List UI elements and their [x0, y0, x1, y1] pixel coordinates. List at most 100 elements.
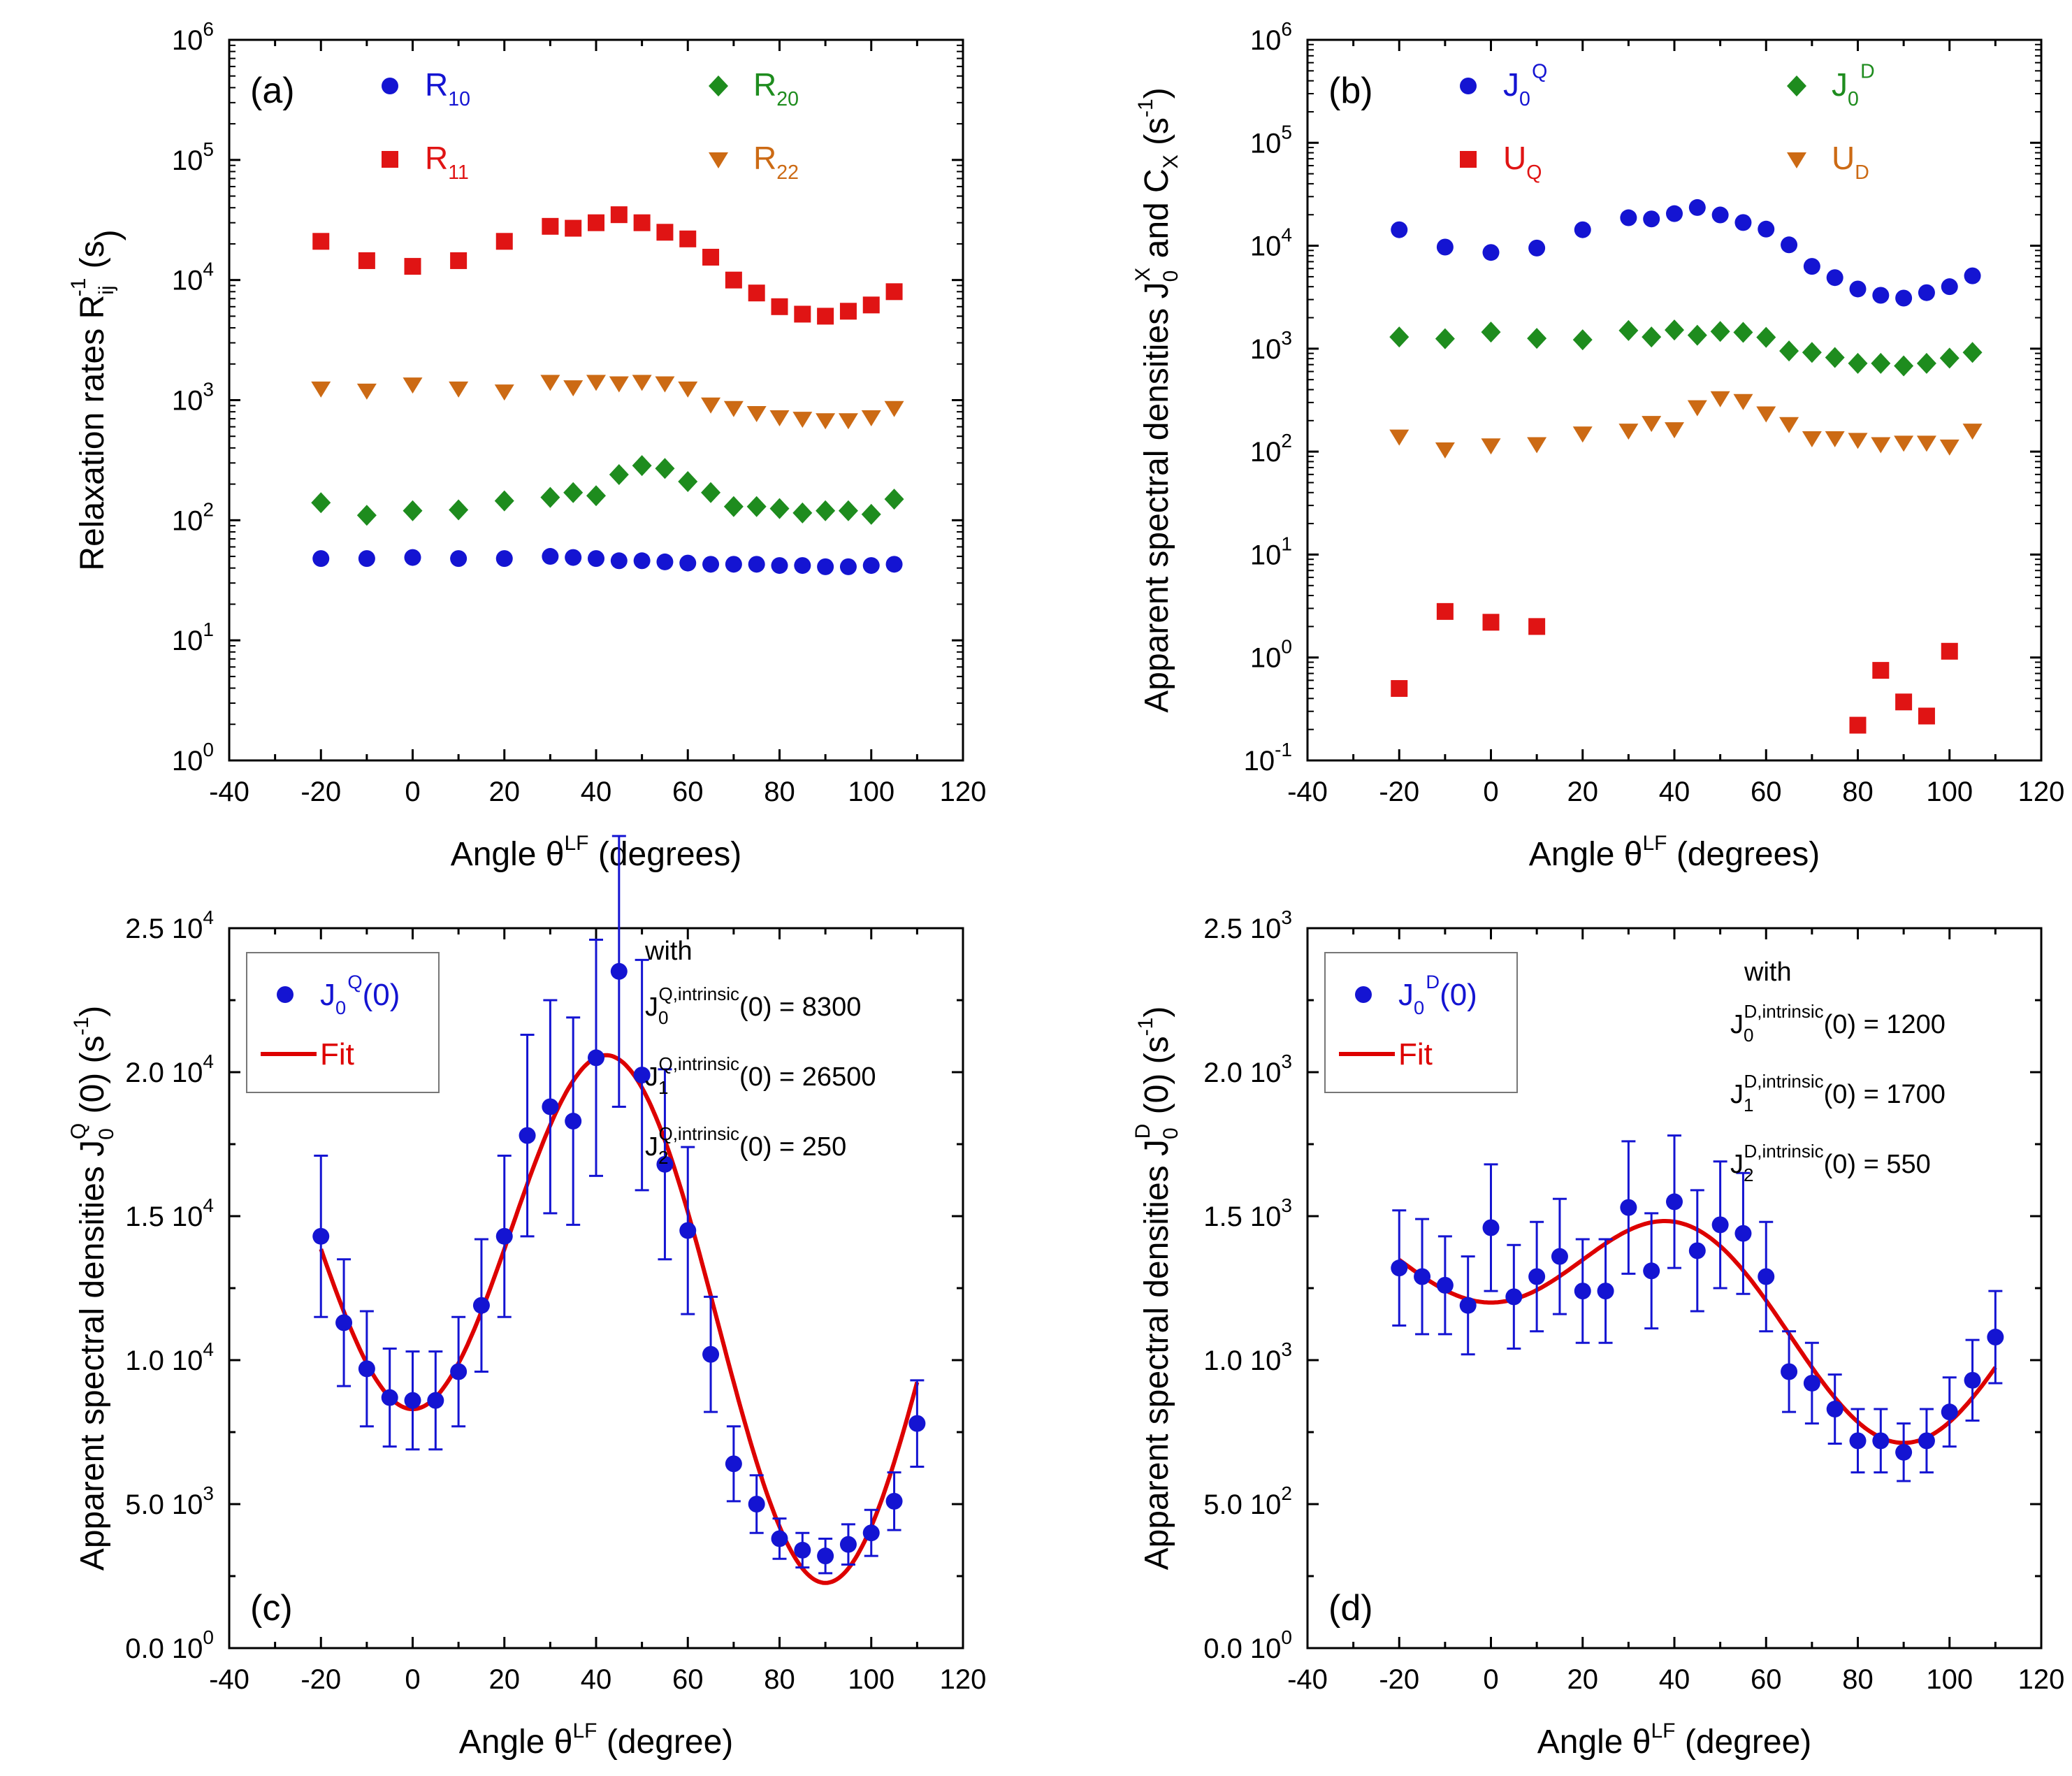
- x-tick-label: 60: [1751, 1664, 1782, 1695]
- data-point: [862, 1524, 880, 1542]
- data-point: [839, 1536, 857, 1553]
- data-point: [1918, 707, 1935, 725]
- data-point: [1688, 1242, 1706, 1259]
- series-1: [1391, 602, 1958, 734]
- data-point: [403, 377, 423, 394]
- x-tick-label: 100: [848, 1664, 894, 1695]
- y-tick-label: 2.0 103: [1203, 1051, 1292, 1088]
- data-point: [450, 1363, 468, 1380]
- data-point: [1825, 431, 1845, 447]
- data-point: [1666, 205, 1683, 222]
- data-point: [817, 1547, 834, 1565]
- legend-label: J0D(0): [1398, 971, 1477, 1018]
- data-point: [1527, 328, 1547, 349]
- data-point: [1756, 406, 1776, 423]
- legend: J0Q(0) Fit: [246, 952, 440, 1093]
- data-point: [723, 400, 744, 417]
- data-point: [1733, 322, 1753, 343]
- x-tick-label: 20: [1567, 777, 1599, 807]
- data-point: [1916, 435, 1936, 452]
- legend-label: R22: [753, 140, 799, 184]
- panel-label: (a): [250, 71, 295, 111]
- data-point: [1643, 210, 1660, 228]
- data-point: [746, 496, 767, 517]
- data-point: [1414, 1268, 1431, 1285]
- data-point: [427, 1392, 444, 1409]
- legend-marker: [1787, 75, 1806, 96]
- data-point: [1781, 1363, 1798, 1380]
- data-point: [885, 283, 903, 301]
- panel-label: (c): [250, 1588, 293, 1629]
- data-point: [656, 224, 674, 241]
- data-point: [1620, 1199, 1637, 1216]
- y-tick-label: 104: [1250, 224, 1292, 262]
- x-tick-label: 120: [940, 1664, 987, 1695]
- data-point: [588, 550, 604, 568]
- data-point: [586, 375, 606, 391]
- data-point: [1435, 328, 1455, 349]
- data-point: [358, 550, 375, 568]
- x-tick-label: 0: [1483, 777, 1498, 807]
- data-point: [771, 557, 788, 575]
- data-point: [1528, 239, 1546, 257]
- data-point: [1872, 1432, 1890, 1450]
- data-point: [725, 556, 742, 573]
- data-point: [884, 400, 904, 417]
- legend-marker: [1787, 152, 1806, 168]
- x-tick-label: 20: [489, 777, 521, 807]
- data-point: [1802, 431, 1822, 447]
- data-point: [1826, 1401, 1843, 1418]
- data-point: [1894, 355, 1914, 377]
- x-tick-label: 40: [1659, 1664, 1690, 1695]
- data-point: [472, 1297, 490, 1314]
- data-point: [1643, 1262, 1660, 1280]
- data-point: [1687, 324, 1707, 346]
- data-point: [885, 556, 903, 573]
- x-tick-label: 80: [1842, 1664, 1874, 1695]
- y-tick-label: 5.0 103: [125, 1482, 214, 1520]
- x-tick-label: 80: [764, 777, 795, 807]
- legend-label: UQ: [1503, 140, 1542, 184]
- legend-marker: [709, 152, 728, 168]
- legend-entry: UD: [1787, 140, 1869, 184]
- data-point: [702, 248, 720, 266]
- y-tick-label: 104: [172, 259, 214, 296]
- data-point: [1849, 716, 1867, 734]
- data-point: [746, 406, 767, 423]
- data-point: [495, 550, 513, 568]
- x-tick-label: 80: [764, 1664, 795, 1695]
- data-point: [862, 557, 880, 575]
- data-point: [1987, 1329, 2004, 1346]
- data-point: [1391, 680, 1408, 698]
- annotation-line: J2D,intrinsic(0) = 550: [1730, 1141, 1931, 1185]
- data-point: [1597, 1283, 1614, 1300]
- data-point: [1872, 662, 1890, 679]
- panel-c-j0q-fit: -40 -20 0 20 40 60 80 100 120 0.0 100 5.0 103 1.0 1…: [67, 835, 987, 1761]
- data-point: [1482, 614, 1500, 631]
- y-tick-label: 100: [1250, 636, 1292, 674]
- data-point: [1939, 439, 1959, 456]
- x-tick-label: 20: [1567, 1664, 1599, 1695]
- data-point: [1711, 206, 1729, 224]
- data-point: [1389, 429, 1410, 446]
- data-point: [1895, 289, 1913, 307]
- x-tick-label: 0: [1483, 1664, 1498, 1695]
- data-point: [1895, 1443, 1913, 1461]
- data-point: [678, 470, 698, 492]
- data-point: [1918, 1432, 1935, 1450]
- data-point: [1389, 326, 1410, 348]
- legend-marker: [382, 151, 398, 168]
- data-point: [1572, 426, 1593, 443]
- x-tick-label: 0: [405, 777, 420, 807]
- data-point: [563, 380, 584, 397]
- y-tick-label: 102: [172, 498, 214, 536]
- data-point: [565, 219, 582, 237]
- data-point: [1872, 287, 1890, 304]
- x-tick-label: 60: [672, 1664, 704, 1695]
- x-tick-label: 120: [2018, 1664, 2065, 1695]
- data-point: [817, 558, 834, 575]
- y-tick-label: 5.0 102: [1203, 1482, 1292, 1520]
- data-point: [794, 1541, 811, 1559]
- series-2: [311, 455, 904, 526]
- data-point: [1964, 267, 1981, 284]
